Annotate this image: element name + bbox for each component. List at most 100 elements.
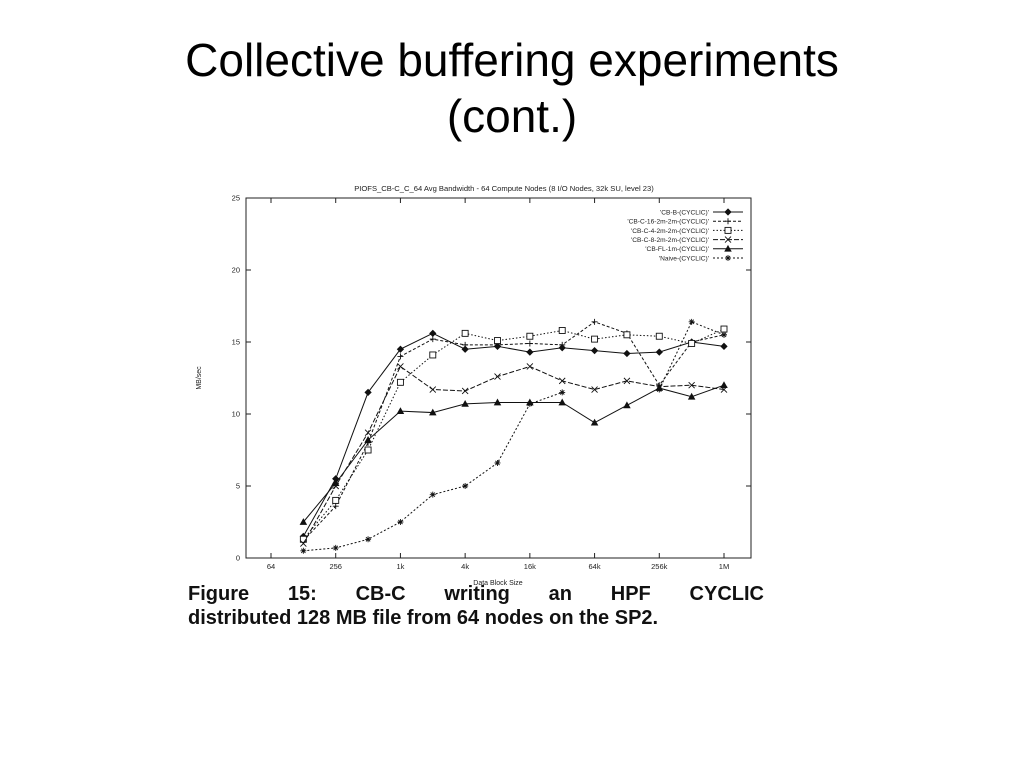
caption-line2: distributed 128 MB file from 64 nodes on… [188,607,659,629]
data-point [462,341,469,348]
x-tick-label: 64 [267,562,275,571]
data-point [332,496,340,504]
series-line [302,332,725,537]
data-point [429,386,437,393]
y-tick-label: 25 [232,194,240,203]
data-point [429,408,437,416]
data-point [429,491,436,498]
data-point [526,363,534,370]
data-point [461,387,469,395]
data-point [300,540,307,547]
y-tick-label: 15 [232,338,240,347]
data-point [300,547,307,554]
data-point [299,535,307,543]
series-line [302,384,725,523]
x-tick-label: 256 [329,562,342,571]
data-point [559,341,566,348]
x-tick-label: 16k [524,562,536,571]
data-point [364,388,372,397]
data-point [364,435,372,443]
y-tick-label: 5 [236,482,240,491]
x-tick-label: 4k [461,562,469,571]
legend-label: 'CB-C-4-2m-2m-(CYCLIC)' [631,228,709,235]
legend-swatch-marker [725,255,731,261]
data-point [397,363,404,370]
series-layer [299,318,728,554]
x-axis: 64 256 1k 4k 16k 64k 256k 1M [267,198,729,571]
data-point [558,327,566,334]
figure-caption: Figure 15: CB-C writing an HPF CYCLIC di… [188,582,764,630]
data-point [720,381,728,389]
data-point [558,398,566,406]
data-point [591,386,598,393]
data-point [332,544,339,551]
data-point [655,332,663,340]
data-point [332,503,339,510]
series-3 [299,325,728,543]
series-1 [299,329,728,541]
legend-label: 'CB-C-8-2m-2m-(CYCLIC)' [631,237,709,244]
data-point [526,400,533,407]
data-point [429,351,437,359]
series-4 [300,363,728,547]
slide-title-line2: (cont.) [446,90,578,142]
series-line [302,365,725,544]
bandwidth-chart: PIOFS_CB-C_C_64 Avg Bandwidth - 64 Compu… [196,184,752,587]
y-tick-label: 0 [236,554,240,563]
data-point [655,348,663,356]
legend-swatch-marker [724,244,732,252]
data-point [494,459,501,466]
data-point [299,518,308,525]
data-point [721,331,727,338]
data-point [590,347,599,355]
y-tick-label: 20 [232,266,240,275]
data-point [591,335,599,343]
legend-swatch-marker [725,218,731,225]
legend-swatch-marker [724,236,732,243]
data-point [656,386,663,393]
y-tick-label: 10 [232,410,240,419]
legend-label: 'Naive-(CYCLIC)' [659,255,709,262]
data-point [590,418,599,426]
data-point [558,377,566,385]
data-point [331,479,340,486]
legend-label: 'CB-C-16-2m-2m-(CYCLIC)' [627,219,709,226]
data-point [494,373,501,380]
series-line [302,321,725,542]
legend-swatch-marker [724,226,732,234]
data-point [365,536,372,543]
series-line [302,328,725,540]
data-point [526,332,534,340]
data-point [397,519,404,525]
chart-title: PIOFS_CB-C_C_64 Avg Bandwidth - 64 Compu… [354,184,654,193]
data-point [429,329,437,337]
legend-label: 'CB-FL-1m-(CYCLIC)' [645,246,709,253]
legend-swatch-marker [724,208,732,216]
data-point [687,392,696,400]
data-point [526,348,534,356]
data-point [396,407,405,414]
data-point [462,483,469,489]
plot-frame [245,197,752,559]
data-point [493,398,502,406]
series-line [303,391,563,552]
data-point [688,318,695,325]
data-point [494,337,501,345]
x-axis-label: Data Block Size [473,580,523,587]
x-tick-label: 1M [719,562,729,571]
slide-title: Collective buffering experiments (cont.) [0,32,1024,144]
legend: 'CB-B-(CYCLIC)' 'CB-C-16-2m-2m-(CYCLIC)' '… [627,208,743,262]
data-point [396,345,405,353]
data-point [559,389,566,396]
data-point [397,353,404,360]
data-point [526,340,533,347]
figure: PIOFS_CB-C_C_64 Avg Bandwidth - 64 Compu… [186,178,776,592]
x-tick-label: 1k [396,562,404,571]
data-point [688,381,695,389]
data-point [720,325,728,333]
data-point [364,429,372,437]
data-point [461,345,469,353]
series-line [658,321,725,390]
slide-title-line1: Collective buffering experiments [185,34,839,86]
data-point [364,446,372,454]
